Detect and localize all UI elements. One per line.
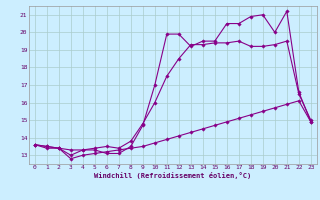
X-axis label: Windchill (Refroidissement éolien,°C): Windchill (Refroidissement éolien,°C) (94, 172, 252, 179)
